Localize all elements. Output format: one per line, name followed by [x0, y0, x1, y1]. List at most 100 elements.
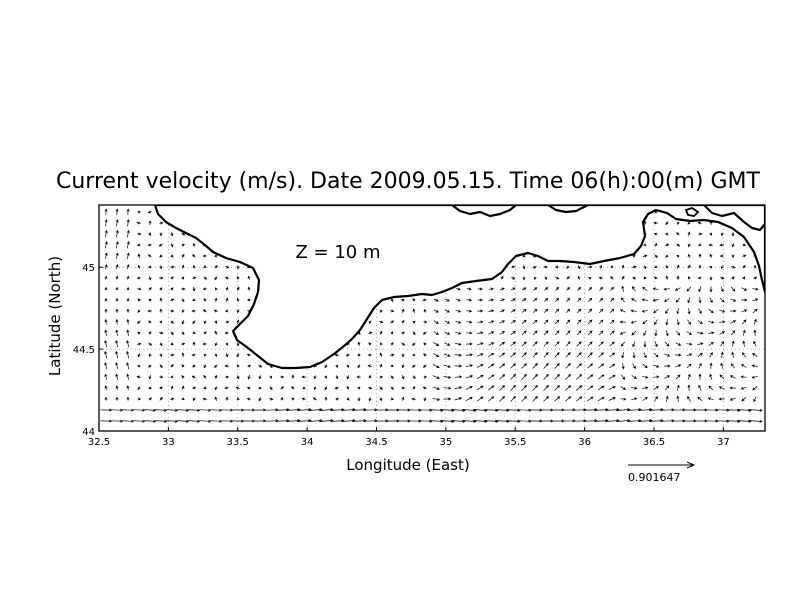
- velocity-arrow: [432, 386, 440, 390]
- velocity-arrow: [115, 218, 119, 227]
- velocity-arrow: [476, 385, 484, 391]
- velocity-arrow: [203, 386, 207, 390]
- velocity-arrow: [104, 240, 108, 249]
- velocity-arrow: [126, 275, 130, 280]
- velocity-arrow: [214, 364, 218, 368]
- velocity-arrow: [269, 386, 273, 391]
- velocity-arrow: [104, 318, 108, 325]
- velocity-arrow: [609, 330, 615, 336]
- velocity-arrow: [423, 375, 428, 379]
- velocity-arrow: [202, 397, 207, 401]
- velocity-arrow: [203, 264, 207, 269]
- velocity-arrow: [202, 254, 207, 258]
- velocity-arrow: [697, 342, 704, 346]
- velocity-arrow: [510, 320, 516, 324]
- velocity-arrow: [709, 297, 713, 304]
- velocity-arrow: [641, 298, 648, 302]
- velocity-arrow: [753, 264, 757, 269]
- velocity-arrow: [104, 264, 108, 270]
- velocity-arrow: [159, 221, 164, 225]
- velocity-arrow: [663, 287, 670, 291]
- velocity-arrow: [159, 276, 164, 280]
- velocity-arrow: [412, 331, 416, 336]
- velocity-arrow: [588, 276, 592, 280]
- velocity-arrow: [443, 375, 452, 379]
- velocity-arrow: [566, 265, 570, 269]
- mainland-north-3: [702, 205, 765, 232]
- velocity-arrow: [610, 276, 614, 280]
- velocity-arrow: [214, 342, 218, 347]
- velocity-arrow: [532, 395, 538, 402]
- velocity-arrow: [137, 210, 141, 214]
- velocity-arrow: [148, 386, 152, 390]
- velocity-arrow: [510, 341, 516, 347]
- velocity-arrow: [586, 385, 594, 391]
- velocity-arrow: [155, 408, 168, 412]
- velocity-arrow: [621, 285, 625, 292]
- x-axis-label: Longitude (East): [346, 456, 469, 474]
- velocity-arrow: [731, 351, 735, 358]
- velocity-arrow: [510, 298, 516, 302]
- velocity-arrow: [313, 375, 317, 380]
- velocity-arrow: [631, 375, 637, 380]
- velocity-arrow: [455, 320, 462, 324]
- velocity-arrow: [476, 374, 484, 380]
- velocity-arrow: [324, 375, 328, 379]
- velocity-arrow: [301, 397, 306, 401]
- velocity-arrow: [654, 242, 658, 247]
- velocity-arrow: [192, 287, 196, 292]
- velocity-arrow: [390, 397, 395, 401]
- velocity-arrow: [104, 208, 108, 215]
- velocity-arrow: [521, 298, 527, 302]
- velocity-arrow: [104, 350, 108, 359]
- velocity-arrow: [104, 308, 108, 313]
- velocity-arrow: [631, 386, 638, 390]
- velocity-arrow: [246, 386, 251, 390]
- velocity-arrow: [499, 385, 506, 391]
- velocity-arrow: [224, 386, 229, 390]
- velocity-arrow: [566, 308, 571, 314]
- velocity-arrow: [643, 265, 647, 270]
- velocity-arrow: [148, 320, 152, 324]
- velocity-arrow: [577, 308, 582, 314]
- velocity-arrow: [243, 419, 256, 423]
- velocity-arrow: [687, 297, 691, 304]
- velocity-arrow: [126, 264, 130, 270]
- velocity-arrow: [401, 331, 406, 335]
- velocity-arrow: [597, 385, 605, 391]
- velocity-arrow: [159, 353, 163, 357]
- velocity-arrow: [214, 276, 218, 281]
- velocity-arrow: [720, 286, 724, 293]
- velocity-arrow: [675, 353, 682, 357]
- velocity-arrow: [554, 396, 561, 402]
- velocity-arrow: [630, 309, 637, 313]
- velocity-arrow: [225, 297, 229, 302]
- velocity-arrow: [166, 408, 179, 412]
- velocity-arrow: [697, 396, 703, 402]
- x-tick-label: 35.5: [504, 437, 526, 448]
- velocity-arrow: [368, 320, 372, 325]
- velocity-arrow: [443, 353, 451, 357]
- velocity-arrow: [620, 297, 625, 303]
- velocity-arrow: [115, 308, 119, 313]
- velocity-arrow: [115, 362, 119, 370]
- velocity-arrow: [709, 276, 713, 281]
- velocity-arrow: [664, 364, 671, 368]
- velocity-arrow: [280, 386, 284, 390]
- velocity-arrow: [122, 419, 135, 423]
- velocity-arrow: [632, 341, 636, 348]
- velocity-arrow: [499, 374, 506, 380]
- velocity-arrow: [630, 320, 637, 324]
- velocity-arrow: [687, 221, 691, 225]
- velocity-arrow: [610, 286, 614, 291]
- velocity-arrow: [104, 339, 108, 348]
- velocity-arrow: [148, 331, 152, 335]
- velocity-arrow: [390, 309, 395, 313]
- velocity-arrow: [730, 363, 735, 369]
- velocity-arrow: [719, 374, 725, 380]
- velocity-arrow: [148, 276, 152, 281]
- velocity-arrow: [345, 353, 350, 357]
- velocity-arrow: [148, 375, 152, 380]
- velocity-arrow: [698, 286, 702, 293]
- velocity-arrow: [532, 308, 538, 313]
